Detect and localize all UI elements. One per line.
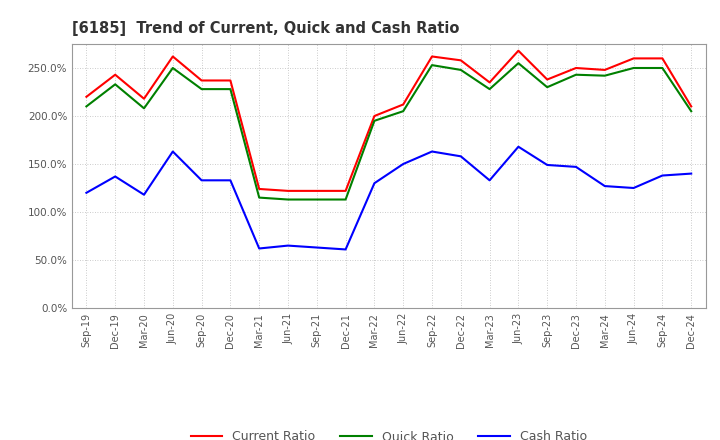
- Current Ratio: [255, 186, 264, 191]
- Current Ratio: [629, 56, 638, 61]
- Cash Ratio: [312, 245, 321, 250]
- Current Ratio: [82, 94, 91, 99]
- Quick Ratio: [255, 195, 264, 200]
- Line: Cash Ratio: Cash Ratio: [86, 147, 691, 249]
- Cash Ratio: [284, 243, 292, 248]
- Current Ratio: [687, 104, 696, 109]
- Quick Ratio: [140, 106, 148, 111]
- Current Ratio: [428, 54, 436, 59]
- Cash Ratio: [600, 183, 609, 189]
- Current Ratio: [140, 96, 148, 101]
- Cash Ratio: [572, 164, 580, 169]
- Current Ratio: [312, 188, 321, 194]
- Current Ratio: [658, 56, 667, 61]
- Quick Ratio: [341, 197, 350, 202]
- Cash Ratio: [399, 161, 408, 167]
- Cash Ratio: [341, 247, 350, 252]
- Current Ratio: [485, 80, 494, 85]
- Current Ratio: [168, 54, 177, 59]
- Line: Quick Ratio: Quick Ratio: [86, 63, 691, 199]
- Cash Ratio: [514, 144, 523, 149]
- Quick Ratio: [399, 109, 408, 114]
- Quick Ratio: [456, 67, 465, 73]
- Quick Ratio: [658, 66, 667, 71]
- Cash Ratio: [687, 171, 696, 176]
- Quick Ratio: [370, 118, 379, 124]
- Current Ratio: [572, 66, 580, 71]
- Current Ratio: [197, 78, 206, 83]
- Quick Ratio: [226, 87, 235, 92]
- Current Ratio: [341, 188, 350, 194]
- Legend: Current Ratio, Quick Ratio, Cash Ratio: Current Ratio, Quick Ratio, Cash Ratio: [186, 425, 592, 440]
- Cash Ratio: [456, 154, 465, 159]
- Current Ratio: [543, 77, 552, 82]
- Cash Ratio: [140, 192, 148, 198]
- Quick Ratio: [168, 66, 177, 71]
- Quick Ratio: [629, 66, 638, 71]
- Current Ratio: [514, 48, 523, 53]
- Quick Ratio: [82, 104, 91, 109]
- Cash Ratio: [168, 149, 177, 154]
- Cash Ratio: [226, 178, 235, 183]
- Current Ratio: [399, 102, 408, 107]
- Quick Ratio: [312, 197, 321, 202]
- Line: Current Ratio: Current Ratio: [86, 51, 691, 191]
- Quick Ratio: [284, 197, 292, 202]
- Quick Ratio: [687, 109, 696, 114]
- Cash Ratio: [658, 173, 667, 178]
- Current Ratio: [600, 67, 609, 73]
- Cash Ratio: [111, 174, 120, 179]
- Quick Ratio: [600, 73, 609, 78]
- Quick Ratio: [111, 82, 120, 87]
- Cash Ratio: [197, 178, 206, 183]
- Quick Ratio: [572, 72, 580, 77]
- Quick Ratio: [197, 87, 206, 92]
- Cash Ratio: [370, 180, 379, 186]
- Cash Ratio: [485, 178, 494, 183]
- Cash Ratio: [543, 162, 552, 168]
- Cash Ratio: [82, 190, 91, 195]
- Quick Ratio: [485, 87, 494, 92]
- Current Ratio: [226, 78, 235, 83]
- Cash Ratio: [428, 149, 436, 154]
- Text: [6185]  Trend of Current, Quick and Cash Ratio: [6185] Trend of Current, Quick and Cash …: [72, 21, 459, 36]
- Cash Ratio: [255, 246, 264, 251]
- Quick Ratio: [514, 61, 523, 66]
- Current Ratio: [370, 114, 379, 119]
- Quick Ratio: [428, 62, 436, 68]
- Current Ratio: [456, 58, 465, 63]
- Quick Ratio: [543, 84, 552, 90]
- Current Ratio: [284, 188, 292, 194]
- Cash Ratio: [629, 185, 638, 191]
- Current Ratio: [111, 72, 120, 77]
